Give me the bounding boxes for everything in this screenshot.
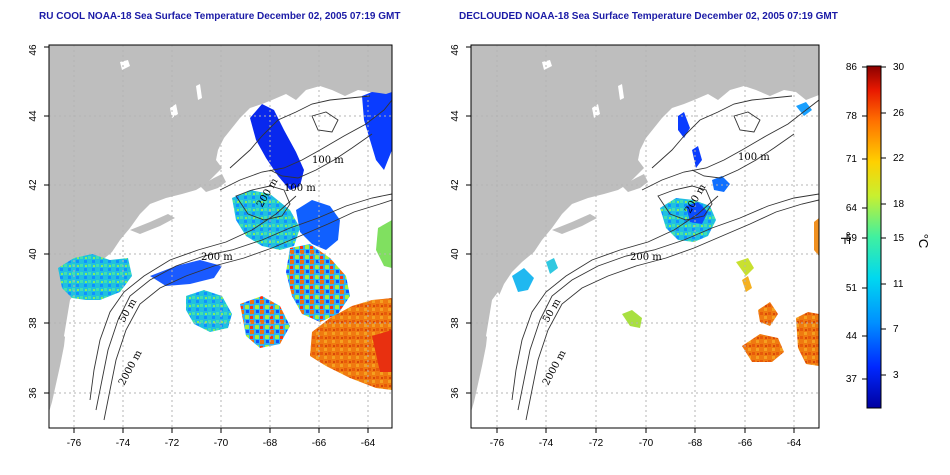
left-lat-label: 36 — [28, 387, 39, 399]
colorbar-ticks — [862, 66, 886, 380]
right-lat-label: 40 — [450, 248, 461, 260]
left-contour-label-100m-a: 100 m — [312, 155, 344, 166]
right-land-cape — [552, 174, 648, 234]
left-lat-label: 44 — [28, 110, 39, 122]
left-lakes — [120, 60, 202, 118]
right-lon-label: -72 — [589, 438, 604, 449]
right-lon-label: -66 — [738, 438, 753, 449]
right-lon-label: -74 — [539, 438, 554, 449]
right-land-ns — [724, 56, 819, 96]
colorbar-c-unit: °C — [916, 234, 931, 249]
colorbar-c-label: 18 — [893, 199, 905, 210]
right-lat-label: 42 — [450, 179, 461, 191]
right-contour-label-200m-b: 200 m — [630, 252, 662, 263]
colorbar-f-label: 37 — [846, 374, 858, 385]
colorbar-f-label: 78 — [846, 111, 858, 122]
left-x-ticks — [73, 428, 369, 433]
right-lat-label: 38 — [450, 317, 461, 329]
right-contour-label-100m: 100 m — [738, 152, 770, 163]
right-lon-label: -68 — [688, 438, 703, 449]
right-grid — [471, 45, 819, 428]
left-map-title: RU COOL NOAA-18 Sea Surface Temperature … — [39, 11, 401, 22]
left-lat-label: 38 — [28, 317, 39, 329]
left-lon-label: -68 — [263, 438, 278, 449]
colorbar-f-label: 51 — [846, 283, 858, 294]
right-x-tick-labels: -76 -74 -72 -70 -68 -66 -64 — [490, 438, 802, 449]
right-lat-label: 36 — [450, 387, 461, 399]
right-lon-label: -64 — [787, 438, 802, 449]
colorbar-f-label: 86 — [846, 62, 858, 73]
colorbar-c-label: 22 — [893, 153, 905, 164]
right-map-title: DECLOUDED NOAA-18 Sea Surface Temperatur… — [459, 11, 838, 22]
left-lon-label: -76 — [67, 438, 82, 449]
colorbar-f-label: 71 — [846, 154, 858, 165]
right-lakes — [542, 60, 624, 118]
colorbar-f-label: 64 — [846, 203, 858, 214]
colorbar-f-label: 44 — [846, 331, 858, 342]
left-contour-label-100m-b: 100 m — [284, 183, 316, 194]
left-lon-label: -66 — [312, 438, 327, 449]
left-lat-label: 46 — [28, 44, 39, 56]
left-land — [49, 45, 392, 412]
left-x-tick-labels: -76 -74 -72 -70 -68 -66 -64 — [67, 438, 376, 449]
colorbar-c-label: 3 — [893, 370, 899, 381]
left-land-cape — [130, 174, 226, 234]
colorbar-f-labels: 86 78 71 64 59 51 44 37 — [846, 62, 858, 385]
left-contour-label-200m-b: 200 m — [201, 252, 233, 263]
right-map-frame — [470, 44, 820, 429]
colorbar-c-label: 30 — [893, 62, 905, 73]
right-contours — [511, 95, 819, 421]
colorbar-c-labels: 30 26 22 18 15 11 7 3 — [893, 62, 905, 381]
right-lon-label: -76 — [490, 438, 505, 449]
colorbar-f-unit: °F — [838, 231, 853, 244]
colorbar-c-label: 26 — [893, 108, 905, 119]
right-x-ticks — [496, 428, 795, 433]
right-lat-label: 44 — [450, 110, 461, 122]
left-lon-label: -70 — [214, 438, 229, 449]
left-lon-label: -72 — [165, 438, 180, 449]
colorbar: 86 78 71 64 59 51 44 37 30 26 22 18 15 1… — [838, 62, 931, 409]
left-y-ticks — [44, 46, 49, 394]
right-y-ticks — [466, 46, 471, 394]
colorbar-f-label: 59 — [846, 233, 858, 244]
left-lat-label: 40 — [28, 248, 39, 260]
left-sst-data — [58, 92, 392, 390]
left-land-ns — [300, 56, 392, 96]
right-y-tick-labels: 36 38 40 42 44 46 — [450, 44, 461, 399]
left-y-tick-labels: 36 38 40 42 44 46 — [28, 44, 39, 399]
left-contours — [89, 95, 392, 421]
right-land — [471, 45, 819, 412]
left-map: 100 m 100 m 200 m 200 m 50 m 2000 m — [49, 45, 392, 428]
left-lon-label: -74 — [116, 438, 131, 449]
left-lat-label: 42 — [28, 179, 39, 191]
colorbar-gradient — [866, 65, 882, 409]
right-map: 100 m 200 m 200 m 50 m 2000 m — [471, 45, 819, 428]
colorbar-c-label: 7 — [893, 324, 899, 335]
right-lat-label: 46 — [450, 44, 461, 56]
left-lon-label: -64 — [361, 438, 376, 449]
right-lon-label: -70 — [639, 438, 654, 449]
colorbar-c-label: 15 — [893, 233, 905, 244]
colorbar-c-label: 11 — [893, 279, 904, 290]
